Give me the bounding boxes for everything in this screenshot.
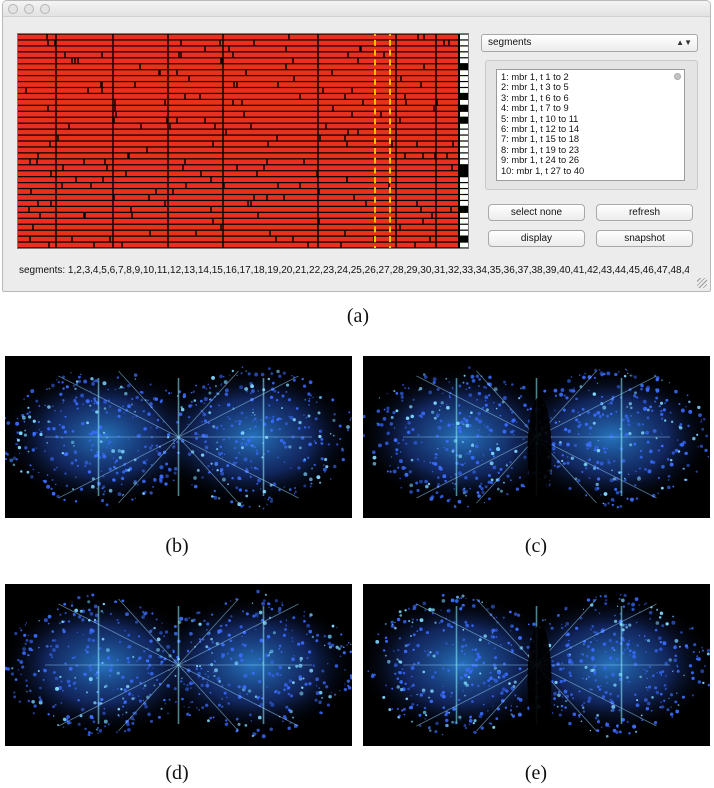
segment-list-item[interactable]: 2: mbr 1, t 3 to 5 bbox=[501, 82, 569, 93]
up-down-arrows-icon: ▲▼ bbox=[676, 38, 692, 47]
segment-list[interactable]: 1: mbr 1, t 1 to 2 2: mbr 1, t 3 to 5 3: m… bbox=[496, 69, 685, 181]
dropdown-selected-value: segments bbox=[488, 37, 532, 48]
caption-c: (c) bbox=[524, 535, 548, 557]
zoom-window-button[interactable] bbox=[40, 4, 50, 14]
segment-list-item[interactable]: 7: mbr 1, t 15 to 18 bbox=[501, 134, 580, 145]
crystal-render-image bbox=[5, 589, 352, 739]
segment-timeline-canvas[interactable] bbox=[17, 33, 469, 249]
scrollbar-thumb[interactable] bbox=[674, 73, 681, 80]
caption-d: (d) bbox=[165, 762, 189, 784]
crystal-render-image bbox=[363, 366, 710, 509]
title-bar bbox=[3, 1, 710, 17]
render-d bbox=[5, 584, 352, 746]
snapshot-button[interactable]: snapshot bbox=[596, 230, 693, 247]
close-window-button[interactable] bbox=[8, 4, 18, 14]
resize-grip-icon[interactable] bbox=[697, 278, 707, 288]
minimize-window-button[interactable] bbox=[24, 4, 34, 14]
caption-a: (a) bbox=[346, 305, 370, 327]
crystal-render-image bbox=[363, 593, 710, 738]
refresh-button[interactable]: refresh bbox=[596, 204, 693, 221]
segment-list-group: 1: mbr 1, t 1 to 2 2: mbr 1, t 3 to 5 3: m… bbox=[485, 60, 698, 190]
segment-list-item[interactable]: 8: mbr 1, t 19 to 23 bbox=[501, 144, 580, 155]
display-button[interactable]: display bbox=[488, 230, 585, 247]
segment-list-item[interactable]: 6: mbr 1, t 12 to 14 bbox=[501, 124, 580, 135]
segment-list-item[interactable]: 5: mbr 1, t 10 to 11 bbox=[501, 113, 579, 124]
segment-list-item[interactable]: 4: mbr 1, t 7 to 9 bbox=[501, 103, 569, 114]
render-c bbox=[363, 356, 710, 518]
select-none-button[interactable]: select none bbox=[488, 204, 585, 221]
render-e bbox=[363, 584, 710, 746]
render-b bbox=[5, 356, 352, 518]
segment-list-item[interactable]: 10: mbr 1, t 27 to 40 bbox=[501, 165, 585, 176]
segment-viewer-window: segments ▲▼ 1: mbr 1, t 1 to 2 2: mbr 1, … bbox=[2, 0, 711, 292]
selected-segments-text: segments: 1,2,3,4,5,6,7,8,9,10,11,12,13,… bbox=[19, 265, 689, 276]
crystal-render-image bbox=[5, 366, 352, 510]
segment-grid[interactable] bbox=[18, 34, 468, 248]
segment-list-item[interactable]: 3: mbr 1, t 6 to 6 bbox=[501, 92, 569, 103]
caption-e: (e) bbox=[524, 762, 548, 784]
segment-list-item[interactable]: 9: mbr 1, t 24 to 26 bbox=[501, 155, 580, 166]
segment-list-item[interactable]: 1: mbr 1, t 1 to 2 bbox=[501, 72, 569, 82]
view-mode-dropdown[interactable]: segments ▲▼ bbox=[481, 34, 698, 52]
caption-b: (b) bbox=[165, 535, 189, 557]
